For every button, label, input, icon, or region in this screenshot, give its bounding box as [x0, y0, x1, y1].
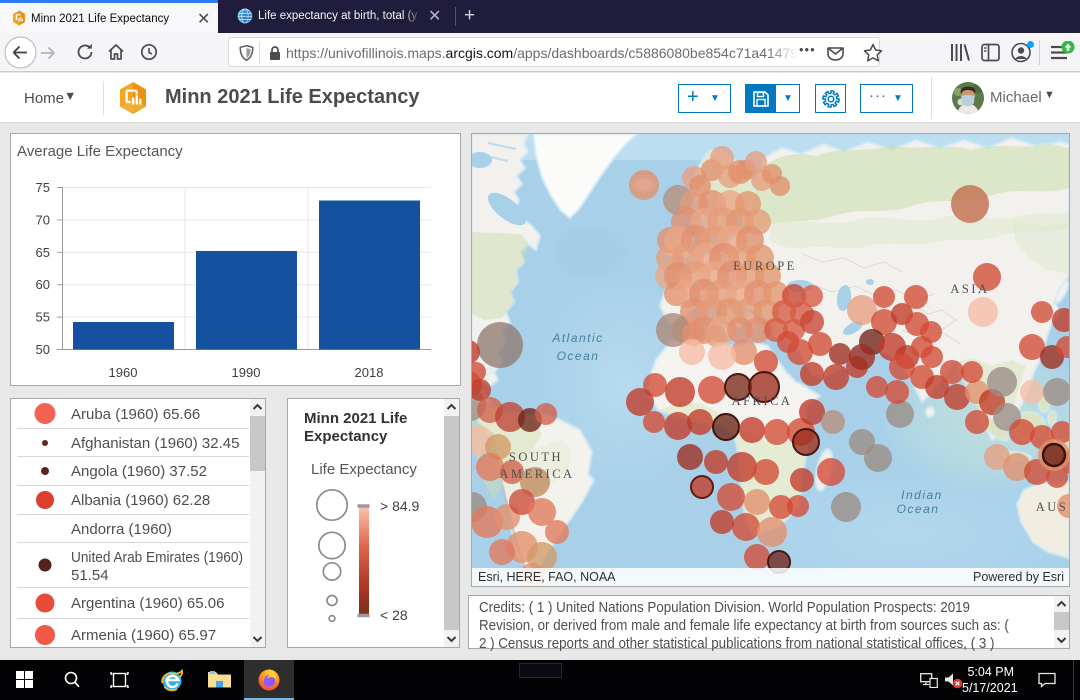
- svg-text:51.54: 51.54: [71, 567, 109, 584]
- svg-text:EUROPE: EUROPE: [733, 259, 797, 273]
- svg-text:1990: 1990: [232, 365, 261, 380]
- svg-text:> 84.9: > 84.9: [380, 498, 420, 514]
- svg-text:Afghanistan (1960) 32.45: Afghanistan (1960) 32.45: [71, 435, 239, 452]
- svg-text:AUS: AUS: [1036, 500, 1069, 514]
- svg-text:Armenia (1960) 65.97: Armenia (1960) 65.97: [71, 627, 216, 644]
- svg-text:United Arab Emirates (1960): United Arab Emirates (1960): [71, 549, 243, 566]
- svg-text:Atlantic: Atlantic: [551, 331, 603, 345]
- svg-text:Andorra (1960): Andorra (1960): [71, 521, 172, 538]
- svg-text:< 28: < 28: [380, 607, 408, 623]
- svg-text:Indian: Indian: [901, 488, 943, 502]
- svg-text:1960: 1960: [109, 365, 138, 380]
- svg-text:70: 70: [36, 212, 50, 227]
- svg-text:Angola (1960) 37.52: Angola (1960) 37.52: [71, 463, 207, 480]
- svg-text:60: 60: [36, 277, 50, 292]
- svg-text:50: 50: [36, 342, 50, 357]
- svg-text:SOUTH: SOUTH: [509, 450, 563, 464]
- svg-text:75: 75: [36, 180, 50, 195]
- svg-text:AMERICA: AMERICA: [499, 467, 574, 481]
- svg-text:Aruba (1960) 65.66: Aruba (1960) 65.66: [71, 406, 200, 423]
- svg-text:Ocean: Ocean: [897, 502, 940, 516]
- svg-text:AFRICA: AFRICA: [732, 394, 793, 408]
- svg-text:65: 65: [36, 245, 50, 260]
- svg-text:55: 55: [36, 310, 50, 325]
- svg-text:Argentina (1960) 65.06: Argentina (1960) 65.06: [71, 595, 224, 612]
- svg-text:ASIA: ASIA: [950, 282, 989, 296]
- svg-text:Albania (1960) 62.28: Albania (1960) 62.28: [71, 492, 210, 509]
- svg-text:Ocean: Ocean: [557, 349, 600, 363]
- svg-text:2018: 2018: [355, 365, 384, 380]
